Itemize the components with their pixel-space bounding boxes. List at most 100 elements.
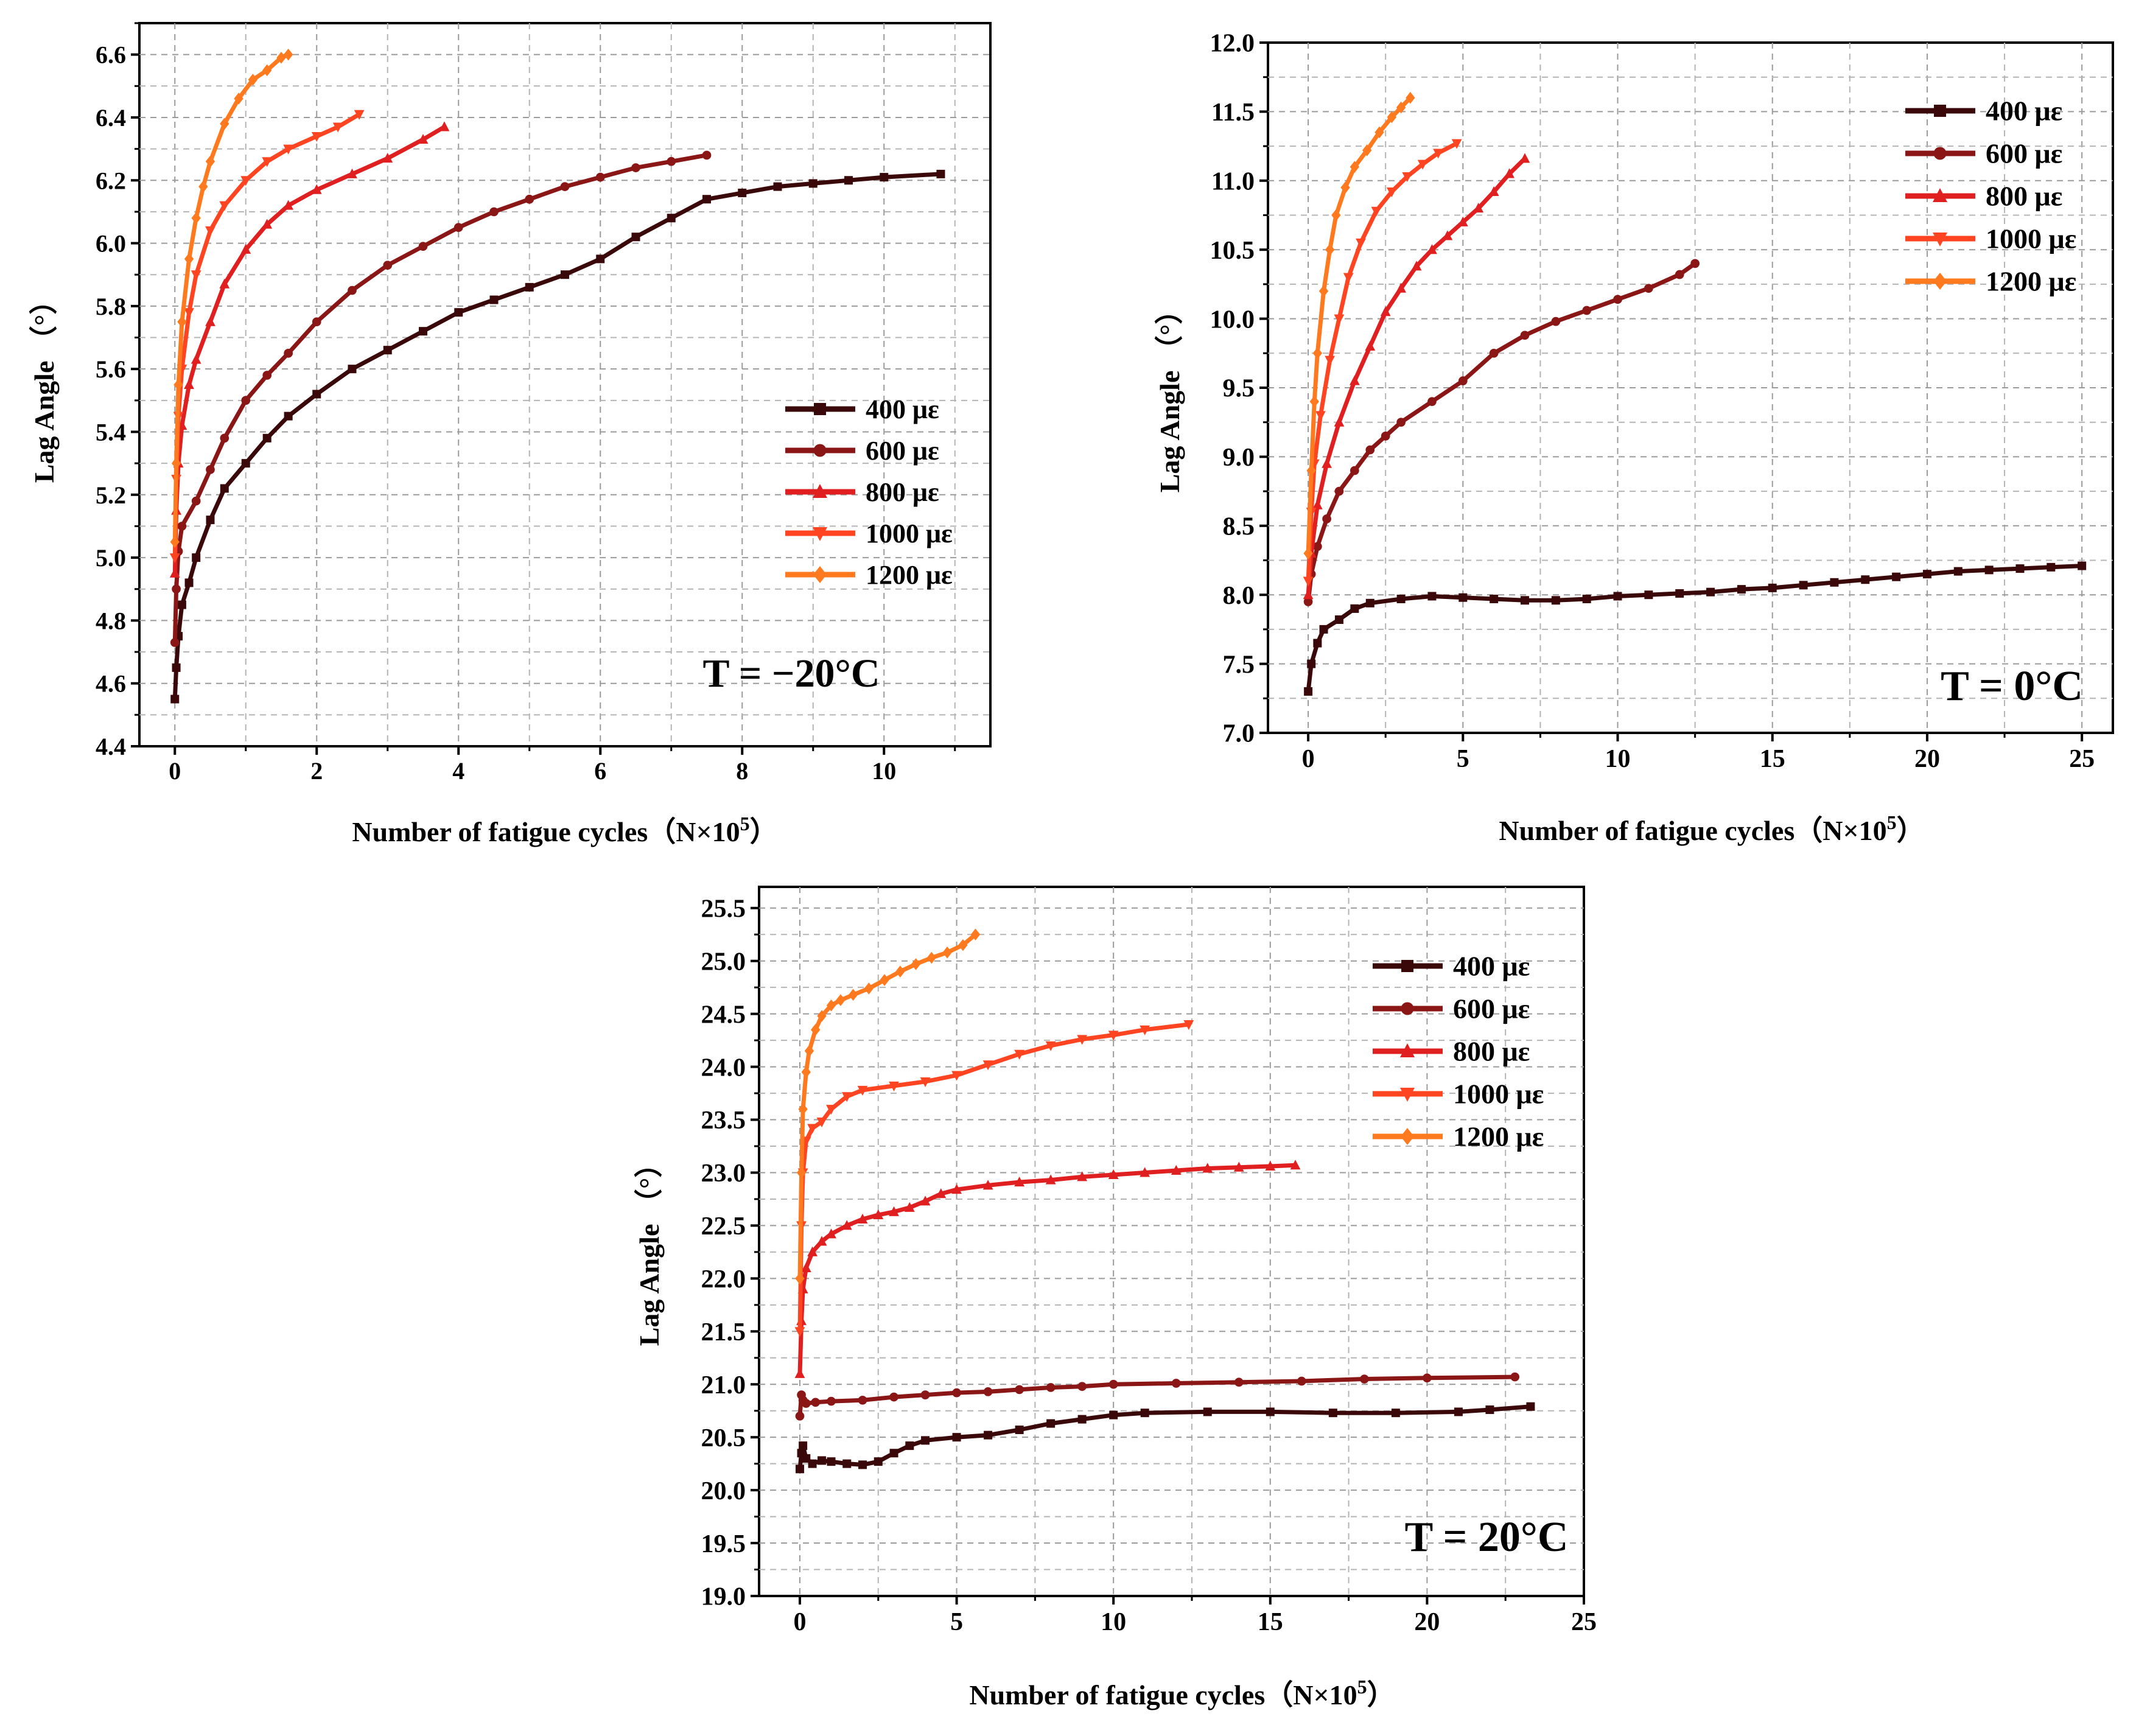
data-point <box>808 1459 817 1468</box>
data-point <box>1313 639 1322 648</box>
legend-marker <box>813 444 827 457</box>
chart-panel-0: 0 5 10 15 20 25 7.0 7.5 8.0 8.5 9.0 9.5 10.0 10.5 11.0… <box>1154 30 2114 846</box>
series-line <box>1306 261 1698 604</box>
data-point <box>1381 432 1390 441</box>
legend-label: 1000 με <box>866 519 953 548</box>
plot-area <box>138 22 992 747</box>
data-point <box>1433 149 1444 159</box>
legend-label: 800 με <box>866 477 939 507</box>
data-point <box>904 1202 915 1212</box>
y-tick-label: 6.4 <box>96 104 126 131</box>
series-group <box>794 928 1535 1474</box>
y-tick-label: 20.5 <box>701 1424 746 1452</box>
data-point <box>1427 397 1437 407</box>
data-point <box>219 201 230 211</box>
data-point <box>262 371 272 380</box>
data-point <box>1309 395 1319 408</box>
data-point <box>276 52 286 64</box>
data-point <box>525 194 534 204</box>
data-point <box>595 172 605 182</box>
data-point <box>795 1272 805 1285</box>
data-point <box>1322 458 1332 468</box>
data-point <box>1233 1161 1244 1172</box>
data-point <box>1171 1379 1181 1388</box>
data-point <box>525 282 534 292</box>
data-point <box>172 663 181 672</box>
data-point <box>1334 615 1343 625</box>
legend-label: 1200 με <box>866 560 953 590</box>
y-tick-label: 11.5 <box>1211 99 1255 127</box>
data-point <box>667 156 676 166</box>
data-point <box>880 173 889 182</box>
data-point <box>489 207 499 217</box>
data-point <box>1582 595 1591 604</box>
data-point <box>982 1180 993 1190</box>
data-point <box>1140 1409 1149 1418</box>
legend-marker <box>1934 105 1946 117</box>
data-point <box>631 163 640 172</box>
data-point <box>804 1045 814 1057</box>
data-point <box>800 1262 811 1272</box>
data-point <box>1312 542 1322 551</box>
data-point <box>1325 355 1336 366</box>
data-point <box>1318 285 1329 298</box>
data-point <box>1303 597 1313 606</box>
data-point <box>1183 1020 1194 1031</box>
data-point <box>1371 206 1382 217</box>
data-point <box>794 1327 805 1337</box>
data-point <box>1266 1407 1275 1416</box>
data-point <box>1315 411 1326 421</box>
series-400-ue <box>795 1402 1535 1474</box>
data-point <box>184 253 194 265</box>
data-point <box>283 48 293 61</box>
x-axis-label: Number of fatigue cycles（N×105） <box>1499 811 1924 846</box>
y-tick-label: 4.6 <box>96 670 126 698</box>
legend-label: 1000 με <box>1986 223 2076 254</box>
data-point <box>1892 572 1901 581</box>
y-tick-label: 10.0 <box>1210 306 1255 334</box>
y-tick-label: 6.2 <box>96 167 126 194</box>
data-point <box>795 1412 805 1421</box>
x-tick-label: 0 <box>793 1608 806 1636</box>
data-point <box>1380 306 1391 317</box>
y-tick-label: 9.5 <box>1223 375 1255 403</box>
legend-entry: 800 με <box>1905 181 2062 212</box>
data-point <box>952 1433 961 1442</box>
data-point <box>1406 91 1415 104</box>
legend-label: 1200 με <box>1453 1121 1544 1152</box>
data-point <box>1046 1383 1056 1392</box>
data-point <box>206 516 215 525</box>
data-point <box>1014 1177 1025 1187</box>
y-tick-label: 19.5 <box>701 1530 746 1558</box>
legend-label: 1200 με <box>1986 266 2076 297</box>
x-axis-label: Number of fatigue cycles（N×105） <box>352 813 777 847</box>
chart-panel-20: 0 5 10 15 20 25 19.0 19.5 20.0 20.5 21.0 21.5 22.0 22… <box>634 886 1597 1710</box>
data-point <box>951 1184 962 1194</box>
plot-area <box>758 886 1585 1597</box>
data-point <box>1485 1405 1494 1414</box>
data-point <box>184 379 194 389</box>
data-point <box>1490 595 1499 604</box>
y-tick-label: 25.5 <box>701 895 746 923</box>
x-tick-label: 4 <box>452 757 464 785</box>
y-axis-label: Lag Angle （°） <box>29 287 60 483</box>
series-600-ue <box>795 1372 1520 1421</box>
x-tick-label: 0 <box>1302 745 1315 773</box>
data-point <box>1331 209 1341 222</box>
series-group <box>1303 91 2087 696</box>
data-point <box>857 1085 868 1096</box>
data-point <box>738 188 747 197</box>
legend: 400 με 600 με 800 με 1000 με 1200 με <box>785 394 953 590</box>
data-point <box>798 1103 808 1115</box>
data-point <box>873 1209 884 1220</box>
data-point <box>795 1465 804 1474</box>
series-600-ue <box>170 150 712 647</box>
data-point <box>2078 561 2087 570</box>
data-point <box>240 243 251 254</box>
data-point <box>177 600 186 609</box>
y-tick-label: 11.0 <box>1211 168 1255 196</box>
data-point <box>1551 596 1560 605</box>
y-tick-label: 24.5 <box>701 1001 746 1029</box>
data-point <box>418 242 428 251</box>
y-tick-label: 5.0 <box>96 544 126 572</box>
